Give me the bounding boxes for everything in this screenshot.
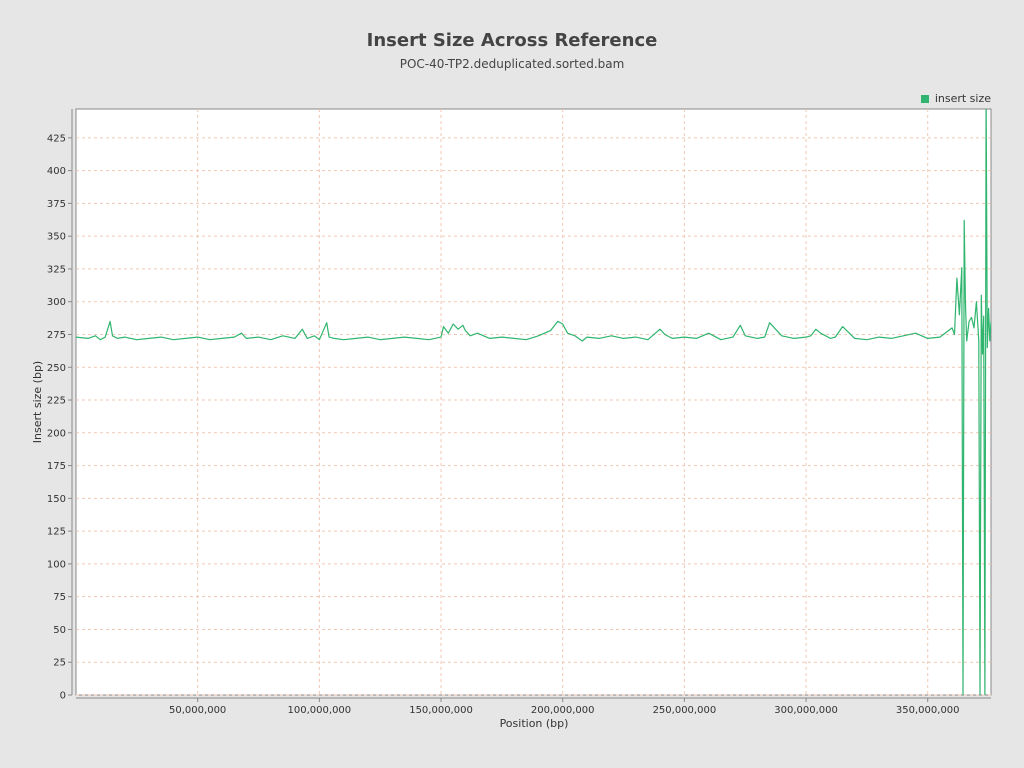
x-axis-label: Position (bp) (500, 717, 569, 730)
y-tick-label: 225 (47, 396, 66, 407)
y-tick-label: 250 (47, 363, 66, 374)
y-tick-label: 200 (47, 428, 66, 439)
x-tick-label: 200,000,000 (531, 705, 595, 716)
y-tick-label: 150 (47, 494, 66, 505)
y-tick-label: 375 (47, 199, 66, 210)
y-tick-label: 125 (47, 527, 66, 538)
legend-swatch (920, 94, 929, 103)
y-tick-label: 300 (47, 297, 66, 308)
tick-layer: 50,000,000 100,000,000 150,000,000 200,000,… (47, 133, 960, 716)
x-tick-label: 300,000,000 (774, 705, 838, 716)
x-tick-label: 350,000,000 (896, 705, 960, 716)
y-tick-label: 400 (47, 166, 66, 177)
legend-label: insert size (934, 92, 991, 105)
grid-layer (76, 109, 991, 696)
plot-area (75, 108, 992, 696)
legend: insert size (920, 92, 991, 105)
y-tick-label: 325 (47, 264, 66, 275)
y-axis-label: Insert size (bp) (31, 361, 44, 443)
series-layer (76, 109, 991, 695)
y-tick-label: 425 (47, 133, 66, 144)
chart-subtitle: POC-40-TP2.deduplicated.sorted.bam (399, 57, 625, 71)
y-tick-label: 100 (47, 559, 66, 570)
x-tick-label: 250,000,000 (653, 705, 717, 716)
y-tick-label: 275 (47, 330, 66, 341)
y-tick-label: 175 (47, 461, 66, 472)
x-tick-label: 100,000,000 (288, 705, 352, 716)
chart-title: Insert Size Across Reference (366, 30, 658, 51)
y-tick-label: 350 (47, 232, 66, 243)
series-line-insert-size (76, 109, 991, 695)
y-tick-label: 75 (53, 592, 66, 603)
y-tick-label: 25 (53, 658, 66, 669)
y-tick-label: 0 (60, 691, 66, 702)
x-tick-label: 150,000,000 (409, 705, 473, 716)
x-tick-label: 50,000,000 (169, 705, 226, 716)
y-tick-label: 50 (53, 625, 66, 636)
